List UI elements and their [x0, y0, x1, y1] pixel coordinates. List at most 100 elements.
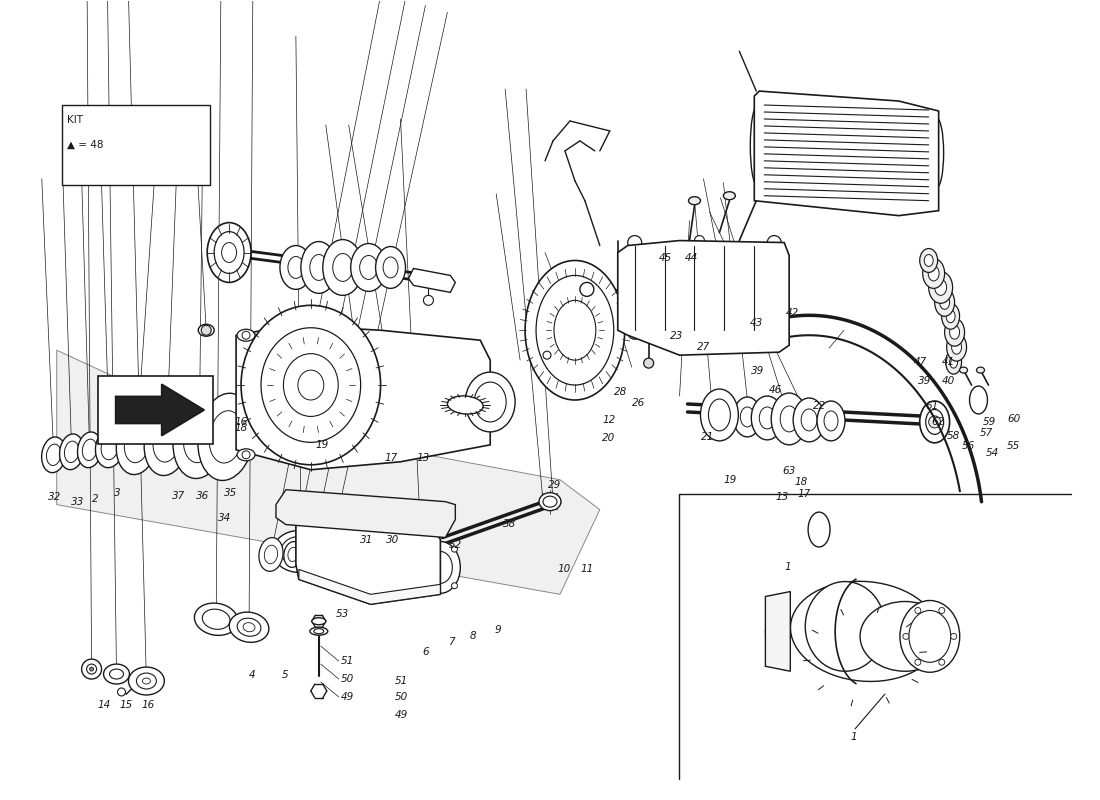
Ellipse shape — [351, 243, 386, 291]
Text: 17: 17 — [385, 453, 398, 463]
Polygon shape — [116, 384, 205, 436]
Text: 54: 54 — [987, 448, 1000, 458]
Ellipse shape — [243, 622, 255, 632]
Text: 30: 30 — [386, 535, 399, 546]
Ellipse shape — [780, 406, 799, 432]
Text: 63: 63 — [782, 466, 795, 476]
Circle shape — [950, 634, 957, 639]
Circle shape — [694, 332, 704, 342]
Text: 1: 1 — [850, 732, 857, 742]
Ellipse shape — [759, 407, 775, 429]
Ellipse shape — [288, 257, 304, 278]
Circle shape — [118, 688, 125, 696]
Text: 5: 5 — [282, 670, 288, 680]
Ellipse shape — [793, 398, 825, 442]
Ellipse shape — [103, 664, 130, 684]
Text: 20: 20 — [602, 434, 615, 443]
Ellipse shape — [284, 354, 338, 417]
Text: 3: 3 — [113, 488, 120, 498]
Ellipse shape — [952, 340, 961, 354]
Text: 43: 43 — [749, 318, 762, 329]
Circle shape — [749, 318, 759, 327]
Circle shape — [742, 292, 752, 302]
Ellipse shape — [173, 399, 225, 478]
Polygon shape — [296, 514, 440, 604]
Ellipse shape — [198, 394, 254, 481]
Circle shape — [694, 235, 704, 246]
Text: 41: 41 — [942, 357, 955, 366]
Text: 28: 28 — [614, 387, 627, 397]
Circle shape — [771, 626, 783, 638]
Ellipse shape — [184, 415, 214, 462]
Text: 36: 36 — [196, 490, 209, 501]
Ellipse shape — [324, 549, 333, 561]
Ellipse shape — [740, 407, 755, 427]
Ellipse shape — [420, 542, 460, 594]
Text: 16: 16 — [234, 418, 248, 427]
Circle shape — [628, 326, 641, 339]
Ellipse shape — [207, 222, 251, 282]
Text: 53: 53 — [337, 609, 350, 618]
Text: 39: 39 — [750, 366, 763, 375]
Ellipse shape — [959, 367, 968, 373]
Ellipse shape — [279, 246, 311, 290]
Ellipse shape — [310, 627, 328, 635]
Circle shape — [915, 659, 921, 666]
Text: 47: 47 — [914, 357, 927, 366]
Ellipse shape — [288, 547, 298, 562]
Text: 21: 21 — [702, 433, 715, 442]
Ellipse shape — [939, 295, 949, 310]
Ellipse shape — [144, 408, 188, 475]
Circle shape — [628, 235, 641, 250]
Ellipse shape — [935, 288, 955, 316]
Ellipse shape — [307, 549, 315, 560]
Text: 50: 50 — [341, 674, 354, 684]
Text: 6: 6 — [422, 647, 429, 657]
Circle shape — [766, 619, 790, 643]
Text: 16: 16 — [141, 699, 154, 710]
Text: 2: 2 — [91, 494, 98, 504]
Text: 42: 42 — [785, 308, 799, 318]
Circle shape — [644, 358, 653, 368]
Ellipse shape — [969, 386, 988, 414]
Ellipse shape — [935, 279, 947, 295]
Circle shape — [928, 416, 940, 428]
Circle shape — [89, 667, 94, 671]
Circle shape — [424, 295, 433, 306]
Ellipse shape — [824, 411, 838, 431]
Ellipse shape — [59, 434, 84, 470]
Polygon shape — [299, 570, 440, 604]
Circle shape — [767, 338, 781, 352]
Ellipse shape — [771, 393, 807, 445]
Ellipse shape — [689, 197, 701, 205]
Ellipse shape — [926, 410, 944, 434]
Ellipse shape — [724, 192, 736, 200]
Ellipse shape — [195, 603, 238, 635]
Text: 38: 38 — [503, 519, 516, 530]
Ellipse shape — [258, 538, 283, 571]
Ellipse shape — [949, 326, 959, 339]
Bar — [98, 376, 213, 444]
Ellipse shape — [280, 537, 317, 566]
Text: 37: 37 — [172, 490, 185, 501]
Text: 57: 57 — [980, 429, 993, 438]
Circle shape — [938, 607, 945, 614]
Text: 49: 49 — [394, 710, 408, 720]
Ellipse shape — [448, 396, 483, 414]
Ellipse shape — [77, 432, 101, 468]
Ellipse shape — [284, 542, 302, 567]
Ellipse shape — [214, 231, 244, 274]
Ellipse shape — [474, 382, 506, 422]
Ellipse shape — [977, 367, 985, 373]
Text: 56: 56 — [962, 442, 976, 451]
Polygon shape — [618, 241, 789, 355]
Ellipse shape — [708, 399, 730, 431]
Circle shape — [201, 326, 211, 335]
Ellipse shape — [909, 610, 950, 662]
Text: 7: 7 — [448, 637, 454, 646]
Circle shape — [694, 320, 704, 330]
Circle shape — [375, 512, 386, 523]
Ellipse shape — [543, 496, 557, 507]
Ellipse shape — [264, 545, 277, 564]
Ellipse shape — [238, 330, 255, 342]
